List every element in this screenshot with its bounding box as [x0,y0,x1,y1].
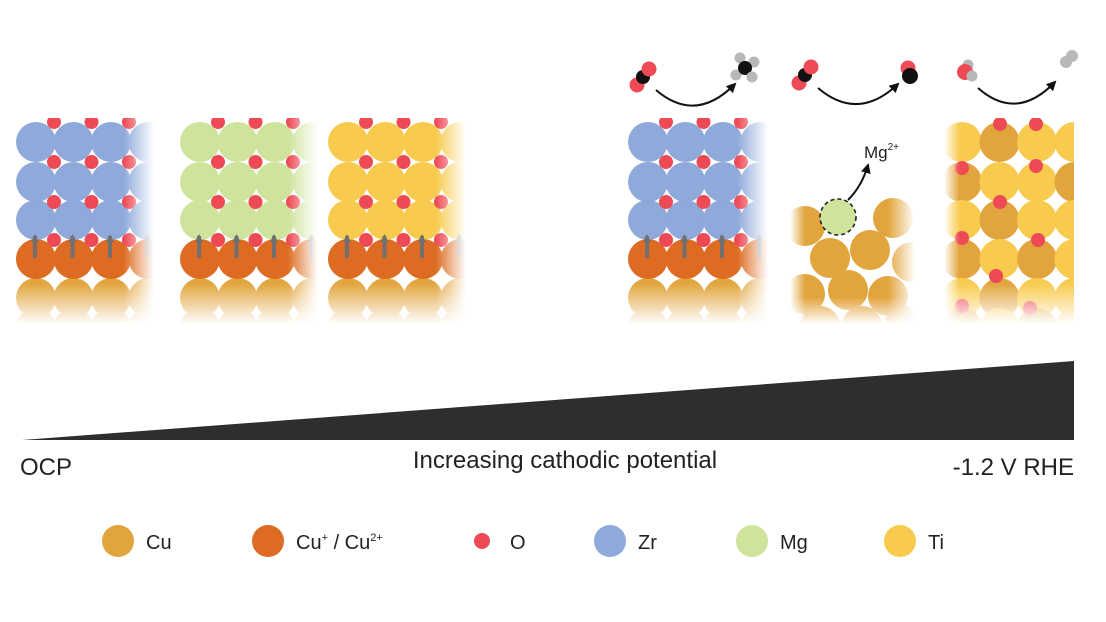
hydrogen-atom [966,70,978,82]
oxygen-atom [160,233,174,247]
oxygen-atom [472,233,486,247]
magnesium-atom-icon [736,525,768,557]
carbon-atom [902,68,918,84]
oxygen-atom [160,195,174,209]
oxidized-copper-atom [478,239,518,279]
h2-molecule [1060,50,1078,68]
oxygen-atom [160,115,174,129]
mg-ion-label: Mg2+ [864,142,899,162]
oxygen-atom-icon [474,533,490,549]
hydrogen-atom [734,52,746,64]
legend-label: Cu [146,532,172,554]
axis-title: Increasing cathodic potential [413,447,717,474]
oxygen-atom [160,155,174,169]
oxygen-atom [803,59,819,75]
dissolving-mg-atom [819,198,857,236]
titanium-atom-icon [884,525,916,557]
oxygen-atom [809,115,823,129]
oxygen-atom [509,155,523,169]
legend-label: Cu+ / Cu2+ [296,532,383,554]
legend: Cu Cu+ / Cu2+ O Zr Mg Ti [102,525,944,557]
copper-atom [516,278,556,318]
legend-item-cu_ox: Cu+ / Cu2+ [252,525,383,557]
legend-label: Ti [928,532,944,554]
rhe-label: -1.2 V RHE [953,454,1074,481]
overlayer-atom [778,122,818,162]
overlayer-atom [516,162,556,202]
oxygen-atom [641,61,657,77]
legend-item-mg: Mg [736,525,808,557]
legend-label: Zr [638,532,657,554]
co2-molecule [791,59,819,91]
legend-item-ti: Ti [884,525,944,557]
oxidized-copper-atom-icon [252,525,284,557]
cathodic-panels-group [628,115,1074,324]
reaction-arrow [655,82,737,107]
cu-zr-reduced-panel [628,115,856,324]
cu-ti-oxide-panel [328,115,556,348]
cu-zr-oxide-panel [16,115,174,324]
oxygen-atom [772,155,786,169]
oxygen-atom [772,195,786,209]
legend-item-zr: Zr [594,525,657,557]
copper-atom [478,308,518,348]
overlayer-atom [478,162,518,202]
oxygen-atom [772,115,786,129]
oxygen-atom [809,155,823,169]
overlayer-atom [478,122,518,162]
dissolution-arrow [847,163,871,201]
reaction-arrow [977,80,1057,105]
cu-ti-reduced-panel [944,118,1074,324]
overlayer-atom [816,122,856,162]
oxygen-atom [472,195,486,209]
oxygen-atom [772,233,786,247]
hydrogen-atom [1066,50,1078,62]
carbon-atom [738,61,752,75]
reaction-products-group [629,50,1078,107]
copper-atom-icon [102,525,134,557]
overlayer-atom [516,122,556,162]
zirconium-atom-icon [594,525,626,557]
copper-atom [516,308,556,348]
co2-molecule [629,61,657,93]
cu-mg-oxide-panel [180,118,318,324]
hydrogen-atom [748,56,760,68]
oxygen-atom [472,155,486,169]
reaction-arrow [817,82,900,105]
oxygen-atom [509,195,523,209]
methane-molecule [730,52,760,83]
legend-label: Mg [780,532,808,554]
hydrogen-atom [730,69,742,81]
legend-item-o: O [474,532,526,554]
overlayer-atom [516,200,556,240]
hydrogen-atom [746,71,758,83]
oxygen-atom [509,233,523,247]
legend-label: O [510,532,526,554]
ocp-panels-group [16,115,556,348]
legend-item-cu: Cu [102,525,172,557]
potential-gradient-wedge [22,361,1074,440]
oxidized-copper-atom [516,239,556,279]
ocp-label: OCP [20,454,72,481]
oxygen-atom [509,115,523,129]
overlayer-atom [478,200,518,240]
svg-text:Mg2+: Mg2+ [864,142,899,162]
oxygen-atom [472,115,486,129]
co-molecule [900,60,918,84]
cu-mg-reduced-panel [790,163,915,324]
copper-atom [478,278,518,318]
water-molecule [957,59,978,82]
